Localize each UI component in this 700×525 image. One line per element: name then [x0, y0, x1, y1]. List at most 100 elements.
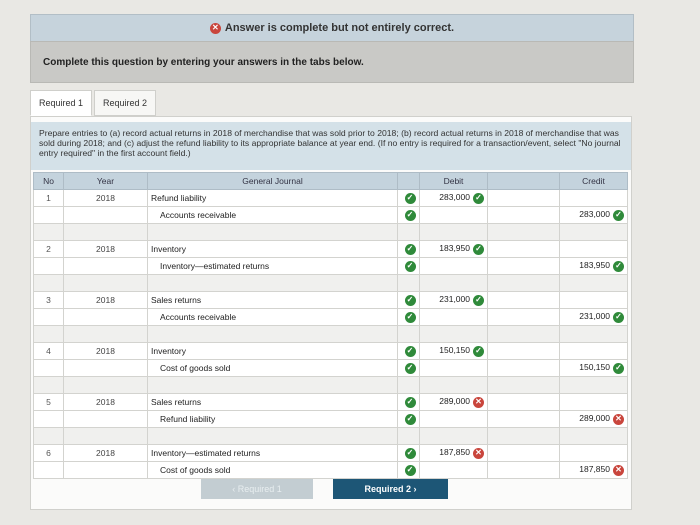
- journal-entry-row: Accounts receivable ✓ 283,000 ✓: [33, 206, 628, 224]
- credit-account-field[interactable]: Inventory—estimated returns: [147, 257, 398, 275]
- debit-account-field[interactable]: Inventory—estimated returns: [147, 444, 398, 462]
- x-circle-icon: ✕: [613, 464, 624, 476]
- spacer-cell: [487, 410, 560, 428]
- credit-amount-field[interactable]: 150,150: [579, 362, 610, 373]
- x-circle-icon: ✕: [473, 447, 484, 459]
- checkmark-icon: ✓: [473, 294, 484, 306]
- credit-amount-cell: [559, 342, 628, 360]
- entry-year[interactable]: 2018: [63, 342, 148, 360]
- tab-required-2[interactable]: Required 2: [94, 90, 157, 116]
- entry-number: 5: [33, 393, 64, 411]
- prev-required-button[interactable]: ‹ Required 1: [201, 479, 313, 499]
- entry-number: 4: [33, 342, 64, 360]
- debit-account-field[interactable]: Sales returns: [147, 291, 398, 309]
- debit-amount-field[interactable]: 150,150: [439, 345, 470, 356]
- col-header-year: Year: [63, 172, 148, 190]
- debit-account-check: ✓: [397, 240, 420, 258]
- credit-amount-field[interactable]: 187,850: [579, 464, 610, 475]
- debit-amount-cell: [419, 359, 488, 377]
- checkmark-icon: ✓: [404, 243, 416, 255]
- debit-account-field[interactable]: Sales returns: [147, 393, 398, 411]
- spacer-cell: [487, 206, 560, 224]
- gap-cell: [147, 427, 398, 445]
- debit-amount-field[interactable]: 231,000: [439, 294, 470, 305]
- entry-year-blank: [63, 410, 148, 428]
- entry-year-blank: [63, 257, 148, 275]
- entry-number-blank: [33, 410, 64, 428]
- answer-status-banner: ✕ Answer is complete but not entirely co…: [30, 14, 634, 42]
- journal-entry-row: Cost of goods sold ✓ 187,850 ✕: [33, 461, 628, 479]
- credit-amount-cell: 150,150 ✓: [559, 359, 628, 377]
- journal-entry-row: Accounts receivable ✓ 231,000 ✓: [33, 308, 628, 326]
- entry-year[interactable]: 2018: [63, 291, 148, 309]
- entry-year-blank: [63, 308, 148, 326]
- journal-entry-row: 1 2018 Refund liability ✓ 283,000 ✓: [33, 189, 628, 207]
- debit-amount-field[interactable]: 283,000: [439, 192, 470, 203]
- journal-entry-row: Cost of goods sold ✓ 150,150 ✓: [33, 359, 628, 377]
- entry-year-blank: [63, 206, 148, 224]
- debit-amount-field[interactable]: 183,950: [439, 243, 470, 254]
- credit-account-field[interactable]: Cost of goods sold: [147, 359, 398, 377]
- entry-year[interactable]: 2018: [63, 393, 148, 411]
- debit-amount-cell: [419, 410, 488, 428]
- checkmark-icon: ✓: [404, 447, 416, 459]
- entry-number-blank: [33, 257, 64, 275]
- col-header-credit: Credit: [559, 172, 628, 190]
- spacer-cell: [487, 291, 560, 309]
- gap-cell: [33, 325, 64, 343]
- spacer-cell: [487, 444, 560, 462]
- debit-account-field[interactable]: Inventory: [147, 240, 398, 258]
- journal-entry-row: 2 2018 Inventory ✓ 183,950 ✓: [33, 240, 628, 258]
- gap-cell: [63, 325, 148, 343]
- gap-cell: [559, 427, 628, 445]
- debit-amount-field[interactable]: 289,000: [439, 396, 470, 407]
- credit-amount-field[interactable]: 289,000: [579, 413, 610, 424]
- spacer-cell: [487, 359, 560, 377]
- debit-account-field[interactable]: Inventory: [147, 342, 398, 360]
- gap-cell: [397, 376, 420, 394]
- credit-amount-cell: [559, 291, 628, 309]
- gap-cell: [33, 376, 64, 394]
- entry-year[interactable]: 2018: [63, 444, 148, 462]
- debit-amount-cell: [419, 257, 488, 275]
- question-prompt-text: Complete this question by entering your …: [43, 56, 364, 68]
- credit-account-field[interactable]: Refund liability: [147, 410, 398, 428]
- entry-year[interactable]: 2018: [63, 240, 148, 258]
- entry-number-blank: [33, 206, 64, 224]
- credit-amount-field[interactable]: 231,000: [579, 311, 610, 322]
- gap-cell: [397, 427, 420, 445]
- debit-amount-cell: 183,950 ✓: [419, 240, 488, 258]
- credit-amount-field[interactable]: 183,950: [579, 260, 610, 271]
- debit-account-field[interactable]: Refund liability: [147, 189, 398, 207]
- credit-account-check: ✓: [397, 206, 420, 224]
- gap-cell: [63, 376, 148, 394]
- credit-amount-field[interactable]: 283,000: [579, 209, 610, 220]
- entry-number-blank: [33, 359, 64, 377]
- journal-entry-row: 6 2018 Inventory—estimated returns ✓ 187,850…: [33, 444, 628, 462]
- credit-account-field[interactable]: Accounts receivable: [147, 206, 398, 224]
- gap-cell: [397, 325, 420, 343]
- gap-cell: [419, 325, 488, 343]
- spacer-cell: [487, 393, 560, 411]
- col-header-spacer: [487, 172, 560, 190]
- credit-amount-cell: 289,000 ✕: [559, 410, 628, 428]
- gap-cell: [63, 274, 148, 292]
- checkmark-icon: ✓: [404, 192, 416, 204]
- credit-account-field[interactable]: Cost of goods sold: [147, 461, 398, 479]
- gap-cell: [63, 223, 148, 241]
- tab-required-1[interactable]: Required 1: [30, 90, 93, 116]
- credit-account-field[interactable]: Accounts receivable: [147, 308, 398, 326]
- credit-amount-cell: [559, 189, 628, 207]
- next-required-button[interactable]: Required 2 ›: [333, 479, 448, 499]
- col-header-debit: Debit: [419, 172, 488, 190]
- debit-amount-field[interactable]: 187,850: [439, 447, 470, 458]
- credit-account-check: ✓: [397, 257, 420, 275]
- checkmark-icon: ✓: [404, 345, 416, 357]
- checkmark-icon: ✓: [404, 294, 416, 306]
- gap-cell: [559, 274, 628, 292]
- entry-gap-row: [33, 325, 628, 343]
- gap-cell: [419, 274, 488, 292]
- entry-gap-row: [33, 223, 628, 241]
- x-circle-icon: ✕: [613, 413, 624, 425]
- entry-year[interactable]: 2018: [63, 189, 148, 207]
